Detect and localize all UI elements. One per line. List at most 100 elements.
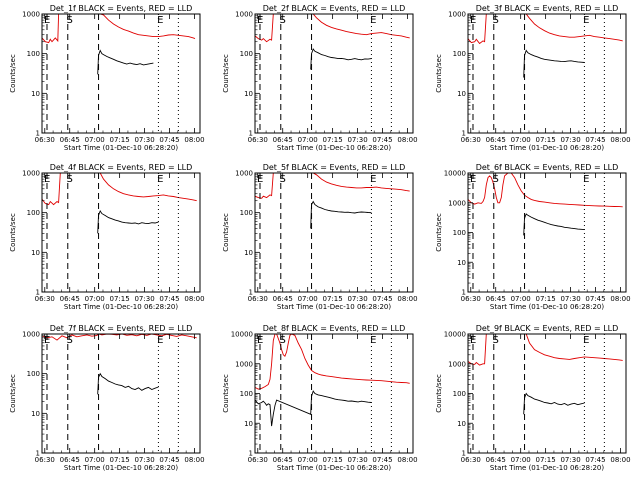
y-tick-label: 1000 [448,11,466,19]
x-tick-label: 08:00 [397,295,417,303]
x-tick-label: 07:30 [560,136,580,144]
event-marker-label: E [470,174,476,185]
y-tick-label: 10 [457,259,466,267]
events-series-line [97,49,154,75]
event-marker-label: E [470,335,476,346]
y-axis-label: Counts/sec [435,213,443,252]
y-tick-label: 100 [240,209,253,217]
data-area [255,334,410,427]
event-marker-label: S [492,174,498,185]
data-area [42,334,197,395]
event-marker-label: E [44,335,50,346]
x-tick-label: 08:00 [397,136,417,144]
event-marker-label: E [257,15,263,26]
x-tick-label: 07:15 [110,456,130,464]
event-marker-label: S [279,15,285,26]
lld-series-line [42,334,197,341]
x-tick-label: 07:30 [134,456,154,464]
x-tick-label: 06:45 [273,295,293,303]
events-series-line [310,200,372,229]
x-tick-label: 07:30 [134,136,154,144]
y-tick-label: 1000 [22,331,40,339]
events-series-line [523,49,585,78]
x-tick-label: 07:45 [159,295,179,303]
x-tick-label: 07:15 [110,136,130,144]
y-axis-label: Counts/sec [222,54,230,93]
data-area [42,173,197,234]
x-tick-label: 07:30 [347,136,367,144]
x-axis-label: Start Time (01-Dec-10 06:28:20) [64,464,178,472]
x-tick-label: 06:45 [273,136,293,144]
event-marker-label: E [157,15,163,26]
y-tick-label: 10 [457,90,466,98]
x-tick-label: 06:45 [486,295,506,303]
events-series-line [523,213,585,236]
x-tick-label: 07:30 [560,456,580,464]
x-tick-label: 06:30 [35,136,55,144]
lld-series-line [468,334,623,366]
lld-series-line [42,173,197,206]
y-tick-label: 10 [31,90,40,98]
x-axis-label: Start Time (01-Dec-10 06:28:20) [277,144,391,152]
y-tick-label: 10000 [231,331,253,339]
x-axis-label: Start Time (01-Dec-10 06:28:20) [64,303,178,311]
data-area [468,173,623,236]
data-area [468,14,623,78]
x-tick-label: 08:00 [397,456,417,464]
x-tick-label: 06:45 [486,136,506,144]
x-tick-label: 06:30 [35,295,55,303]
event-marker-label: E [44,174,50,185]
y-tick-label: 10 [457,420,466,428]
y-tick-label: 10000 [444,170,466,178]
lld-series-line [255,14,410,43]
data-area [255,14,410,70]
x-tick-label: 07:15 [110,295,130,303]
x-tick-label: 07:45 [372,295,392,303]
x-tick-label: 06:30 [35,456,55,464]
data-area [42,14,196,75]
x-axis-label: Start Time (01-Dec-10 06:28:20) [277,303,391,311]
y-axis-label: Counts/sec [435,374,443,413]
x-axis-label: Start Time (01-Dec-10 06:28:20) [490,464,604,472]
y-tick-label: 100 [240,50,253,58]
y-tick-label: 1000 [448,199,466,207]
x-tick-label: 06:30 [248,456,268,464]
plot-frame [467,333,627,454]
y-tick-label: 1000 [22,11,40,19]
event-marker-label: S [492,15,498,26]
y-axis-label: Counts/sec [222,213,230,252]
y-tick-label: 100 [453,229,466,237]
x-tick-label: 07:00 [85,136,105,144]
x-tick-label: 07:00 [511,295,531,303]
panel-title: Det_1f BLACK = Events, RED = LLD [50,4,193,13]
event-marker-label: E [157,174,163,185]
x-tick-label: 07:00 [298,295,318,303]
x-tick-label: 08:00 [610,456,630,464]
x-tick-label: 06:45 [60,136,80,144]
x-tick-label: 08:00 [184,456,204,464]
x-tick-label: 07:15 [323,456,343,464]
x-tick-label: 06:30 [461,295,481,303]
event-marker-label: S [66,174,72,185]
y-tick-label: 100 [27,370,40,378]
y-tick-label: 1 [36,130,40,138]
x-tick-label: 07:00 [511,456,531,464]
x-tick-label: 06:45 [486,456,506,464]
x-tick-label: 07:45 [159,136,179,144]
events-series-line [310,48,372,70]
y-axis-label: Counts/sec [435,54,443,93]
x-axis-label: Start Time (01-Dec-10 06:28:20) [64,144,178,152]
plot-frame [467,13,627,134]
event-marker-label: S [66,15,72,26]
lld-series-line [468,14,623,45]
plot-frame [467,172,627,293]
x-tick-label: 07:45 [372,456,392,464]
x-tick-label: 07:00 [298,136,318,144]
y-tick-label: 1 [249,289,253,297]
y-tick-label: 1 [462,450,466,458]
